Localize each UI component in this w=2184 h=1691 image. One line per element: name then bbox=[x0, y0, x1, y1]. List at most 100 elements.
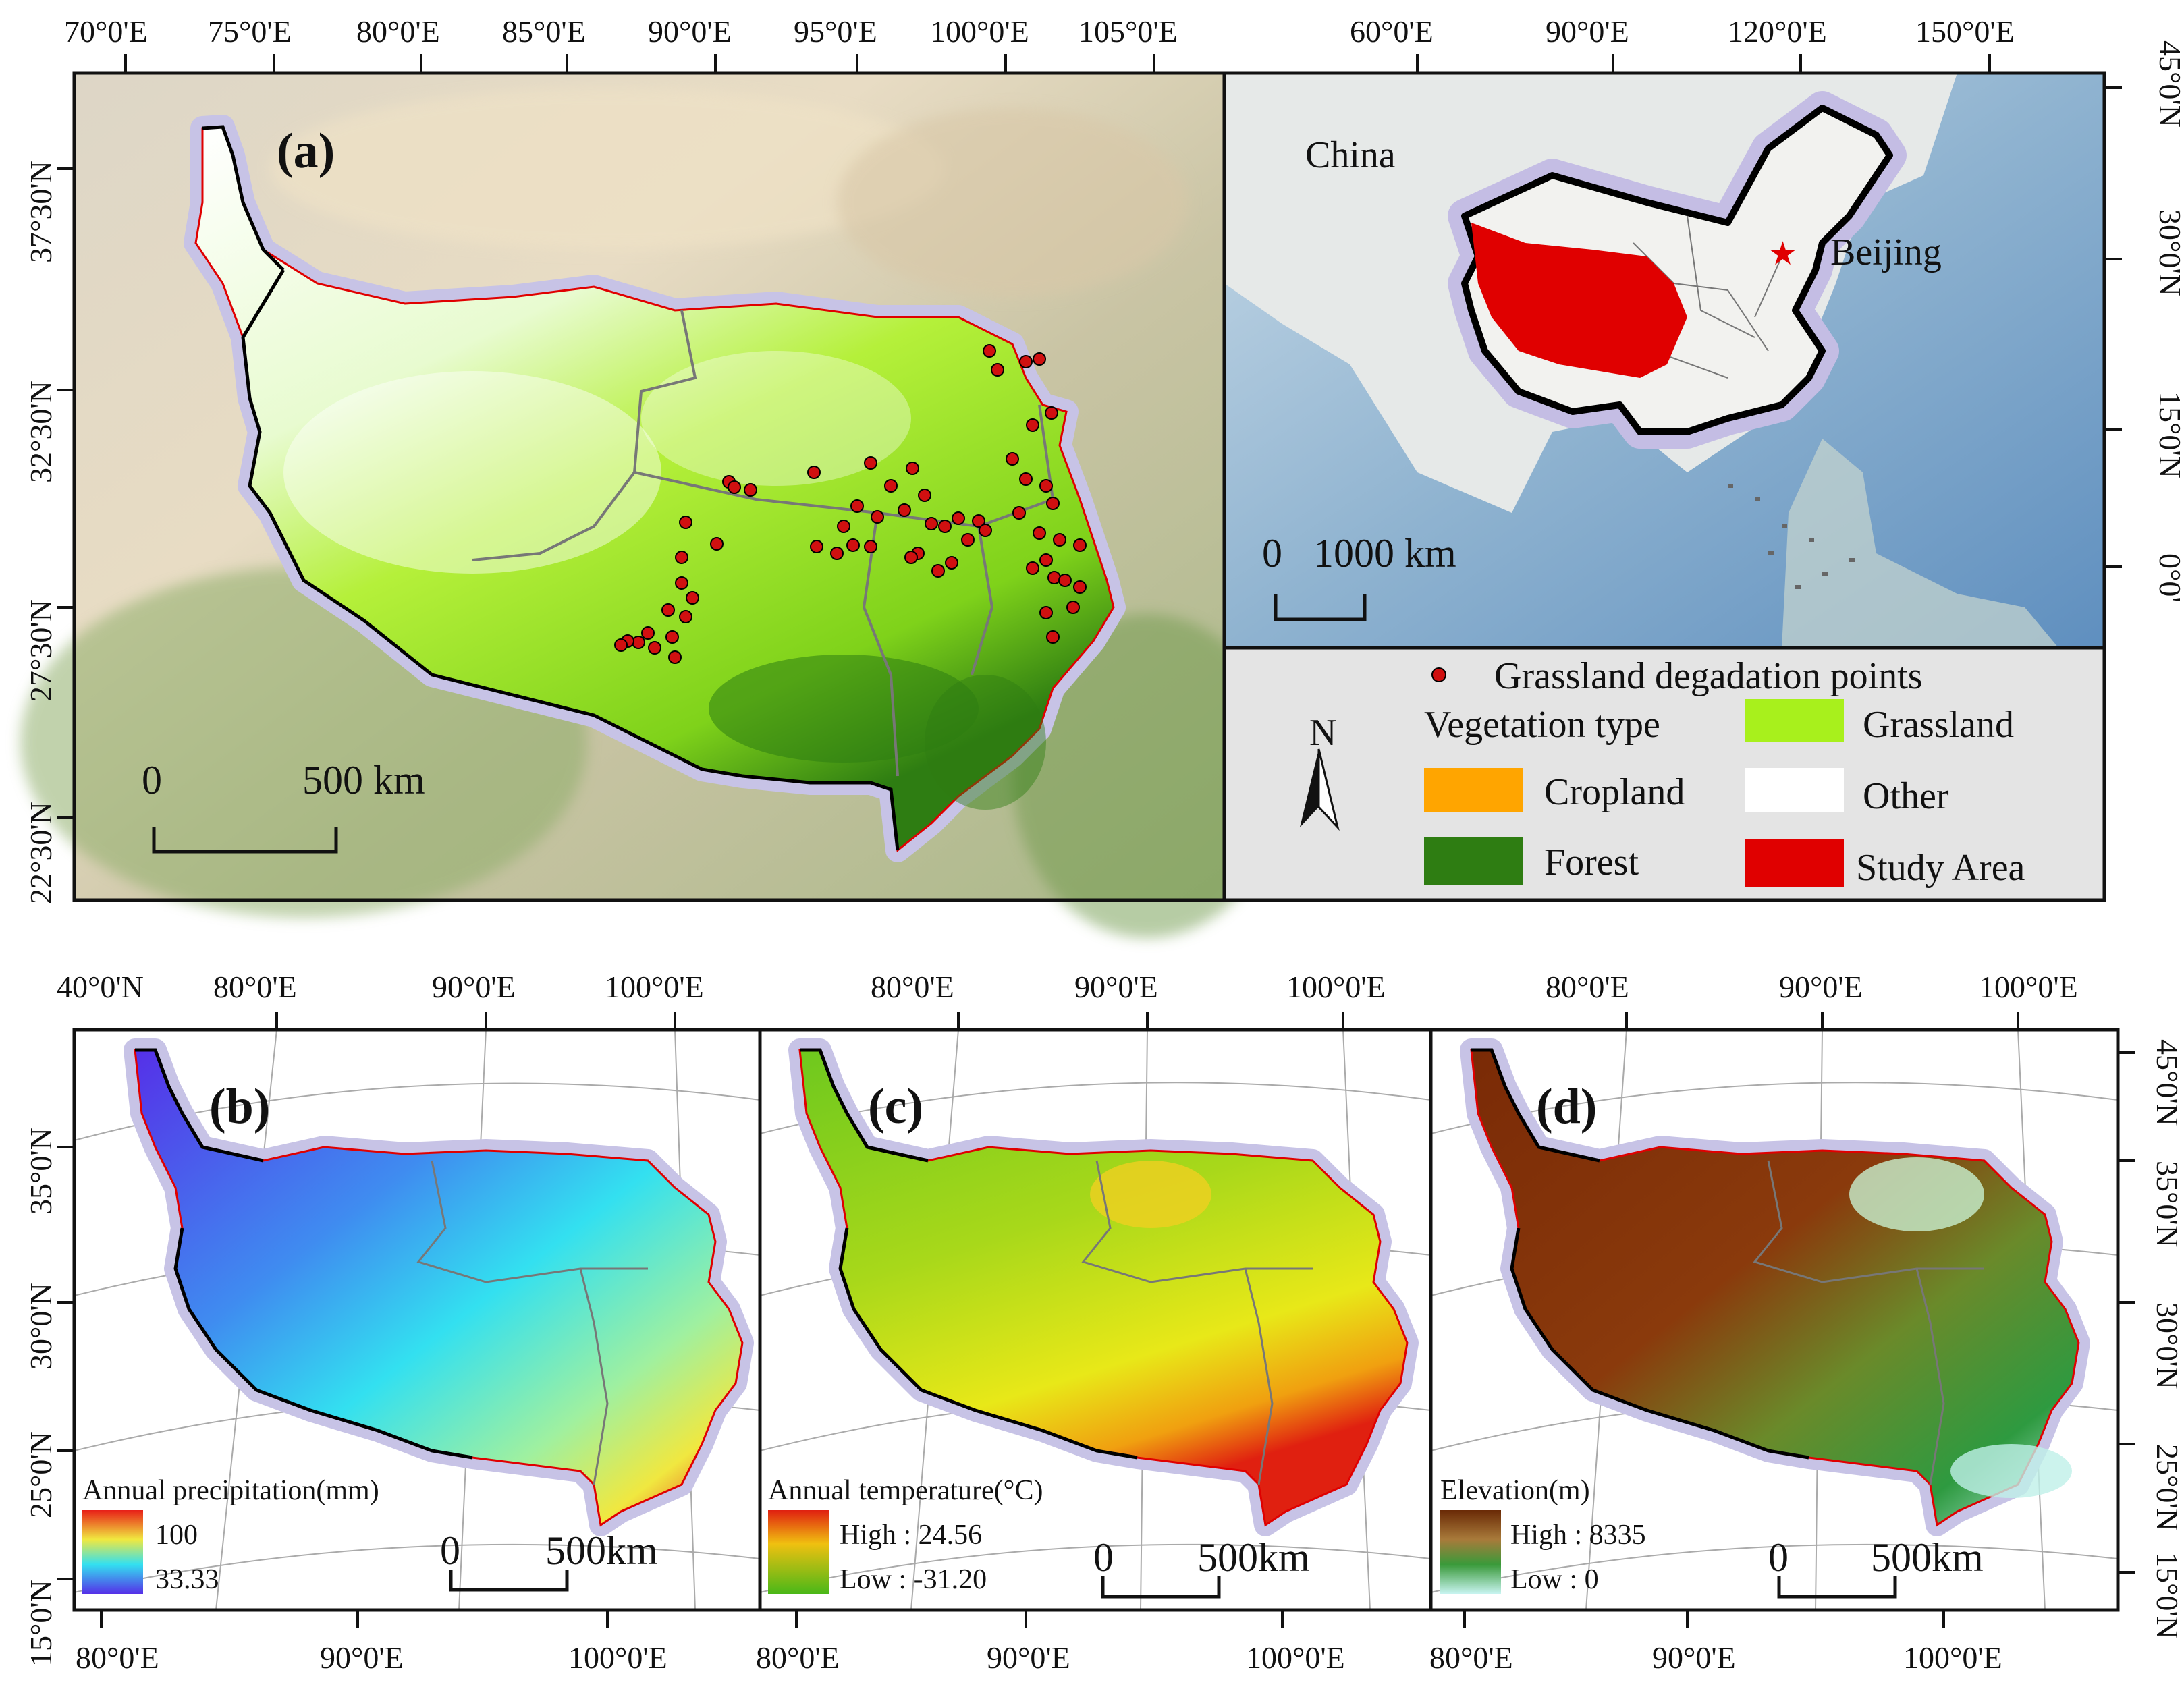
legend-grassland-swatch bbox=[1745, 699, 1844, 742]
tick-d-bottom-90e: 90°0'E bbox=[1652, 1640, 1736, 1675]
legend-study-label: Study Area bbox=[1856, 847, 2025, 889]
bottom-bottom-ticks: 80°0'E 90°0'E 100°0'E 80°0'E 90°0'E 100°… bbox=[76, 1610, 2002, 1675]
inset-top-ticks: 60°0'E 90°0'E 120°0'E 150°0'E bbox=[1350, 14, 2015, 73]
legend-forest-label: Forest bbox=[1544, 841, 1639, 883]
tick-d-80e: 80°0'E bbox=[1546, 970, 1629, 1004]
panel-b-left-ticks: 35°0'N 30°0'N 25°0'N 15°0'N bbox=[24, 1128, 74, 1667]
degradation-point bbox=[983, 344, 996, 358]
tick-d-15n: 15°0'N bbox=[2150, 1552, 2184, 1639]
degradation-point bbox=[837, 520, 850, 533]
degradation-point bbox=[1073, 580, 1087, 594]
tick-60e: 60°0'E bbox=[1350, 14, 1434, 49]
panel-d-label: (d) bbox=[1536, 1079, 1597, 1134]
degradation-point bbox=[846, 538, 860, 552]
tick-c-80e: 80°0'E bbox=[871, 970, 954, 1004]
tick-b-35n: 35°0'N bbox=[24, 1128, 58, 1215]
degradation-point bbox=[1046, 630, 1060, 644]
degradation-point bbox=[744, 483, 757, 497]
degradation-point bbox=[710, 537, 724, 551]
tick-85e: 85°0'E bbox=[502, 14, 586, 49]
tick-b-bottom-80e: 80°0'E bbox=[76, 1640, 159, 1675]
tick-b-15n: 15°0'N bbox=[24, 1580, 58, 1667]
legend-study-swatch bbox=[1745, 839, 1844, 887]
tick-c-bottom-100e: 100°0'E bbox=[1246, 1640, 1345, 1675]
degradation-point bbox=[1026, 418, 1039, 432]
north-label: N bbox=[1309, 712, 1336, 754]
degradation-point bbox=[952, 511, 965, 525]
degradation-point bbox=[1073, 538, 1087, 552]
tick-d-25n: 25°0'N bbox=[2150, 1444, 2184, 1531]
tick-27n: 27°30'N bbox=[24, 599, 58, 702]
tick-c-bottom-90e: 90°0'E bbox=[987, 1640, 1070, 1675]
panel-d-scale-bar bbox=[1777, 1576, 1897, 1599]
inset-scale-bar bbox=[1274, 594, 1367, 621]
degradation-point bbox=[830, 547, 844, 560]
degradation-point bbox=[1006, 452, 1019, 466]
tick-d-100e: 100°0'E bbox=[1979, 970, 2078, 1004]
legend-points-label: Grassland degadation points bbox=[1494, 655, 1923, 697]
degradation-point bbox=[1039, 606, 1053, 619]
degradation-point bbox=[661, 603, 675, 617]
tick-90e-inset: 90°0'E bbox=[1546, 14, 1629, 49]
tick-d-bottom-80e: 80°0'E bbox=[1429, 1640, 1513, 1675]
degradation-point bbox=[979, 524, 992, 537]
degradation-point bbox=[925, 517, 938, 530]
panel-a-scale-label: 500 km bbox=[302, 758, 425, 802]
legend-other-swatch bbox=[1745, 768, 1844, 812]
tick-d-90e: 90°0'E bbox=[1779, 970, 1863, 1004]
degradation-point bbox=[850, 499, 864, 513]
tick-c-90e: 90°0'E bbox=[1074, 970, 1158, 1004]
tick-22n: 22°30'N bbox=[24, 802, 58, 904]
tick-95e: 95°0'E bbox=[794, 14, 877, 49]
panel-c-scale-bar bbox=[1101, 1576, 1221, 1599]
beijing-star-icon: ★ bbox=[1768, 235, 1797, 273]
inset-map: ★ Beijing China 0 1000 km bbox=[1224, 73, 2104, 648]
degradation-point bbox=[864, 540, 877, 553]
degradation-point bbox=[648, 641, 661, 655]
tick-100e: 100°0'E bbox=[930, 14, 1029, 49]
panel-b-scale-zero: 0 bbox=[440, 1528, 460, 1573]
degradation-point bbox=[807, 466, 821, 479]
degradation-point bbox=[1053, 533, 1066, 547]
tick-45n-inset: 45°0'N bbox=[2153, 40, 2184, 128]
inset-scale-label: 1000 km bbox=[1313, 531, 1456, 576]
legend-cropland-label: Cropland bbox=[1544, 771, 1685, 813]
degradation-point bbox=[728, 480, 741, 494]
tick-70e: 70°0'E bbox=[64, 14, 148, 49]
tick-80e: 80°0'E bbox=[356, 14, 440, 49]
tick-b-bottom-100e: 100°0'E bbox=[568, 1640, 667, 1675]
tick-b-100e: 100°0'E bbox=[605, 970, 704, 1004]
panel-d-map: (d) Elevation(m) High : 8335 Low : 0 0 5… bbox=[1430, 1029, 2119, 1611]
panel-a-scale-zero: 0 bbox=[142, 758, 162, 802]
degradation-point bbox=[675, 576, 688, 590]
degradation-point bbox=[679, 610, 692, 623]
degradation-point bbox=[961, 533, 975, 547]
tick-15n-inset: 15°0'N bbox=[2153, 391, 2184, 478]
tick-b-40n: 40°0'N bbox=[57, 970, 144, 1004]
degradation-point bbox=[938, 520, 952, 533]
panel-b-legend-high: 100 bbox=[155, 1520, 198, 1551]
legend-box: Grassland degadation points Vegetation t… bbox=[1222, 646, 2106, 902]
tick-105e: 105°0'E bbox=[1079, 14, 1178, 49]
tick-90e: 90°0'E bbox=[648, 14, 732, 49]
degradation-point bbox=[1019, 355, 1033, 368]
panel-a-top-ticks: 70°0'E 75°0'E 80°0'E 85°0'E 90°0'E 95°0'… bbox=[64, 14, 1178, 73]
panel-d-frame bbox=[1429, 1028, 2120, 1612]
degradation-point bbox=[665, 630, 679, 644]
panel-d-legend-title: Elevation(m) bbox=[1440, 1475, 1590, 1506]
tick-b-90e: 90°0'E bbox=[432, 970, 516, 1004]
degradation-point bbox=[675, 551, 688, 564]
degradation-point bbox=[1019, 472, 1033, 486]
inset-scale-zero: 0 bbox=[1262, 531, 1282, 576]
panel-d-legend-ramp bbox=[1440, 1510, 1501, 1594]
panel-c-scale-label: 500km bbox=[1197, 1535, 1310, 1580]
degradation-point bbox=[1066, 601, 1080, 614]
degradation-points bbox=[614, 344, 1087, 664]
tick-c-bottom-80e: 80°0'E bbox=[756, 1640, 840, 1675]
degradation-point bbox=[614, 638, 628, 652]
panel-b-legend-title: Annual precipitation(mm) bbox=[82, 1475, 379, 1506]
degradation-point bbox=[904, 551, 918, 564]
degradation-point bbox=[1012, 506, 1026, 520]
panel-a-left-ticks: 37°30'N 32°30'N 27°30'N 22°30'N bbox=[24, 161, 74, 904]
